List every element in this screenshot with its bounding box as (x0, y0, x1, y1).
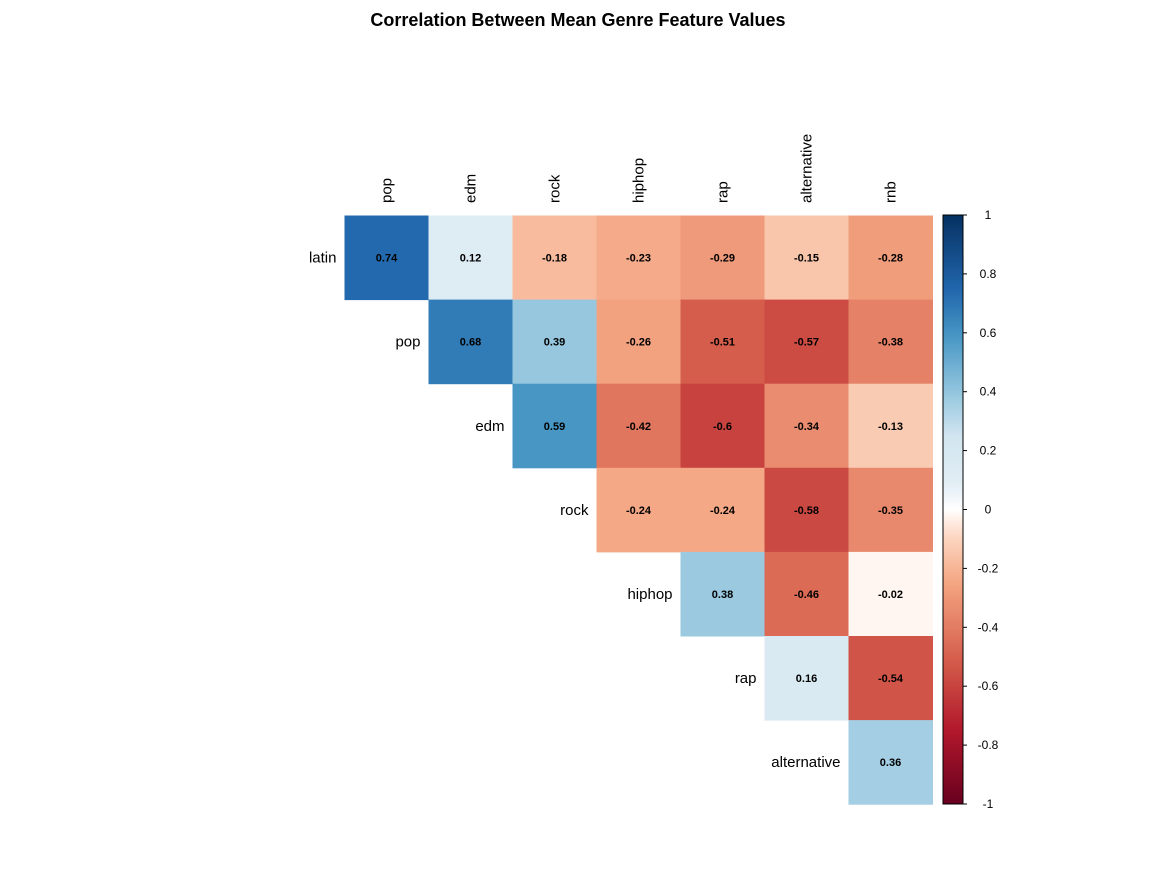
heatmap-cell (848, 383, 933, 469)
heatmap-cell (512, 383, 597, 469)
legend-tick-label: -0.8 (978, 738, 999, 752)
row-label: hiphop (627, 586, 672, 603)
column-label: rap (715, 181, 732, 203)
heatmap-cell (764, 467, 849, 553)
row-label: rap (735, 670, 757, 687)
heatmap-cell (512, 299, 597, 385)
cell-value-label: -0.24 (710, 505, 736, 517)
heatmap-cell (680, 467, 765, 553)
heatmap-cell (848, 636, 933, 721)
column-label: rnb (883, 181, 900, 203)
row-label: alternative (771, 754, 840, 771)
cell-value-label: -0.54 (878, 673, 904, 685)
legend-tick-label: 0.8 (980, 267, 997, 281)
cell-value-label: -0.46 (794, 589, 819, 601)
heatmap-cell (848, 720, 933, 805)
heatmap-cell (596, 467, 681, 553)
cell-value-label: -0.15 (794, 253, 819, 265)
row-labels: latin pop edm rock hiphop rap alternative (309, 250, 841, 772)
cell-value-label: -0.18 (542, 253, 567, 265)
cell-value-label: 0.39 (544, 337, 565, 349)
heatmap-cell (596, 383, 681, 469)
cell-value-label: -0.35 (878, 505, 903, 517)
column-label: rock (547, 174, 564, 203)
heatmap-cell (848, 551, 933, 637)
heatmap-cell (512, 215, 597, 301)
heatmap-cell (848, 299, 933, 385)
cell-value-label: -0.13 (878, 421, 903, 433)
column-label: pop (379, 178, 396, 203)
cell-value-label: -0.28 (878, 253, 903, 265)
cell-value-label: 0.16 (796, 673, 817, 685)
legend-tick-label: 1 (985, 208, 992, 222)
row-label: rock (560, 502, 589, 519)
cell-value-label: -0.57 (794, 337, 819, 349)
cell-value-label: -0.02 (878, 589, 903, 601)
cell-value-label: -0.34 (794, 421, 820, 433)
cell-value-label: -0.24 (626, 505, 652, 517)
heatmap-cell (764, 636, 849, 721)
legend-tick-label: -0.6 (978, 679, 999, 693)
row-label: latin (309, 250, 337, 267)
heatmap-cell (680, 551, 765, 637)
legend-colorbar (942, 214, 964, 805)
heatmap-cell (344, 215, 429, 301)
legend-tick-label: 0.2 (980, 444, 997, 458)
legend-tick-label: 0 (985, 503, 992, 517)
heatmap-cell (764, 215, 849, 301)
cell-value-label: 0.38 (712, 589, 733, 601)
cell-value-label: -0.23 (626, 253, 651, 265)
row-label: edm (475, 418, 504, 435)
row-label: pop (395, 334, 420, 351)
cell-value-label: -0.26 (626, 337, 651, 349)
heatmap-cells: 0.74 0.12 -0.18 -0.23 -0.29 -0.15 -0.28 0.68 0.3… (344, 215, 933, 805)
heatmap-cell (596, 215, 681, 301)
heatmap-cell (764, 551, 849, 637)
legend-tick-label: -1 (983, 797, 994, 811)
legend-tick-label: 0.4 (980, 385, 997, 399)
cell-value-label: 0.59 (544, 421, 565, 433)
cell-value-label: -0.6 (713, 421, 732, 433)
cell-value-label: 0.36 (880, 757, 901, 769)
heatmap-cell (848, 215, 933, 301)
legend-tick-label: -0.4 (978, 620, 999, 634)
heatmap-cell (428, 215, 513, 301)
cell-value-label: -0.58 (794, 505, 819, 517)
heatmap-cell (764, 383, 849, 469)
heatmap-cell (680, 383, 765, 469)
cell-value-label: -0.29 (710, 253, 735, 265)
legend-tick-label: 0.6 (980, 326, 997, 340)
column-label: alternative (799, 134, 816, 203)
cell-value-label: -0.38 (878, 337, 903, 349)
chart-title: Correlation Between Mean Genre Feature V… (370, 10, 785, 30)
cell-value-label: 0.68 (460, 337, 481, 349)
cell-value-label: -0.42 (626, 421, 651, 433)
column-label: hiphop (631, 158, 648, 203)
column-label: edm (463, 174, 480, 203)
cell-value-label: -0.51 (710, 337, 735, 349)
heatmap-cell (428, 299, 513, 385)
column-labels: pop edm rock hiphop rap alternative rnb (379, 134, 900, 203)
legend-tick-label: -0.2 (978, 561, 999, 575)
heatmap-cell (848, 467, 933, 553)
cell-value-label: 0.12 (460, 253, 481, 265)
cell-value-label: 0.74 (376, 253, 398, 265)
heatmap-cell (680, 299, 765, 385)
color-legend: 1 0.8 0.6 0.4 0.2 0 -0.2 -0.4 -0.6 -0.8 -1 (942, 208, 999, 811)
heatmap-cell (596, 299, 681, 385)
heatmap-cell (764, 299, 849, 385)
heatmap-cell (680, 215, 765, 301)
